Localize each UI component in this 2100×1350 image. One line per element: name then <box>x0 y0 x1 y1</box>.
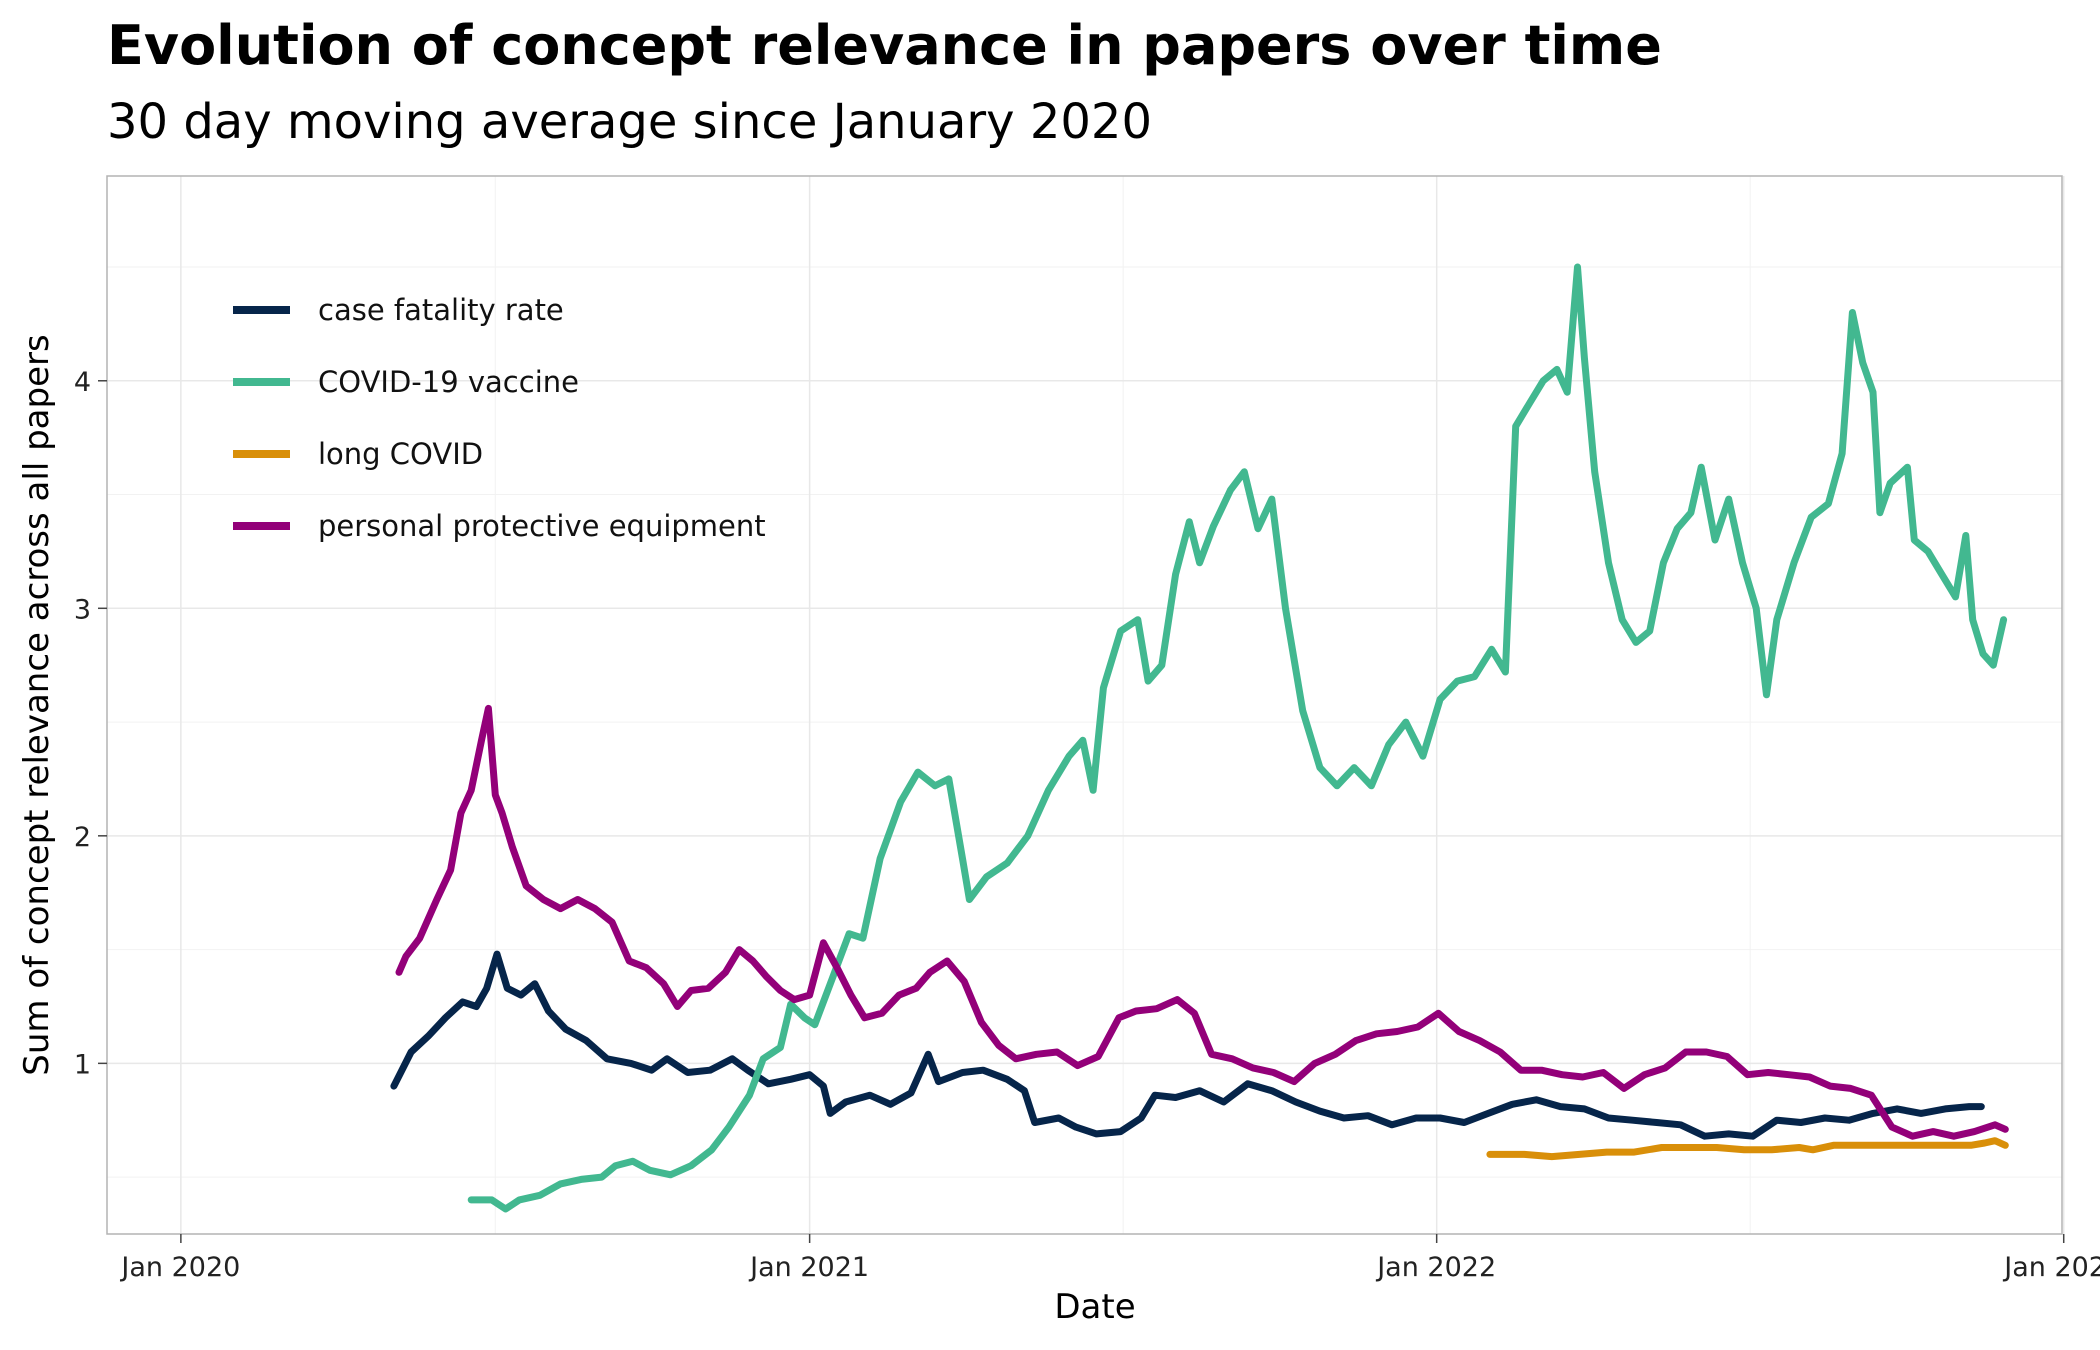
series-layer <box>390 263 2009 1213</box>
series-line-personal-protective-equipment <box>395 704 2009 1140</box>
legend-label-covid-19-vaccine: COVID-19 vaccine <box>318 365 579 399</box>
plot-panel-border <box>106 175 2063 1235</box>
y-tick-label-2: 3 <box>74 594 91 625</box>
series-line-long-covid <box>1486 1137 2009 1161</box>
series-line-case-fatality-rate <box>390 950 1985 1140</box>
x-tick-label-3: Jan 2023 <box>2002 1252 2100 1283</box>
minor-gridlines <box>107 176 2062 1234</box>
y-tick-label-0: 1 <box>74 1049 91 1080</box>
series-line-covid-19-vaccine <box>467 263 2008 1213</box>
axis-ticks: Jan 2020 Jan 2021 Jan 2022 Jan 2023 1 2 3 4 <box>74 367 2100 1283</box>
legend-label-personal-protective-equipment: personal protective equipment <box>318 509 766 543</box>
legend: case fatality rate COVID-19 vaccine long C… <box>233 293 766 543</box>
chart-subtitle: 30 day moving average since January 2020 <box>107 94 1152 150</box>
x-axis-title: Date <box>1054 1287 1135 1327</box>
x-tick-label-2: Jan 2022 <box>1375 1252 1496 1283</box>
legend-label-long-covid: long COVID <box>318 437 483 471</box>
x-tick-label-0: Jan 2020 <box>119 1252 240 1283</box>
x-tick-label-1: Jan 2021 <box>748 1252 869 1283</box>
legend-label-case-fatality-rate: case fatality rate <box>318 293 564 327</box>
y-tick-label-3: 4 <box>74 367 91 398</box>
y-tick-label-1: 2 <box>74 822 91 853</box>
chart-title: Evolution of concept relevance in papers… <box>107 14 1662 77</box>
y-axis-title: Sum of concept relevance across all pape… <box>17 334 57 1075</box>
